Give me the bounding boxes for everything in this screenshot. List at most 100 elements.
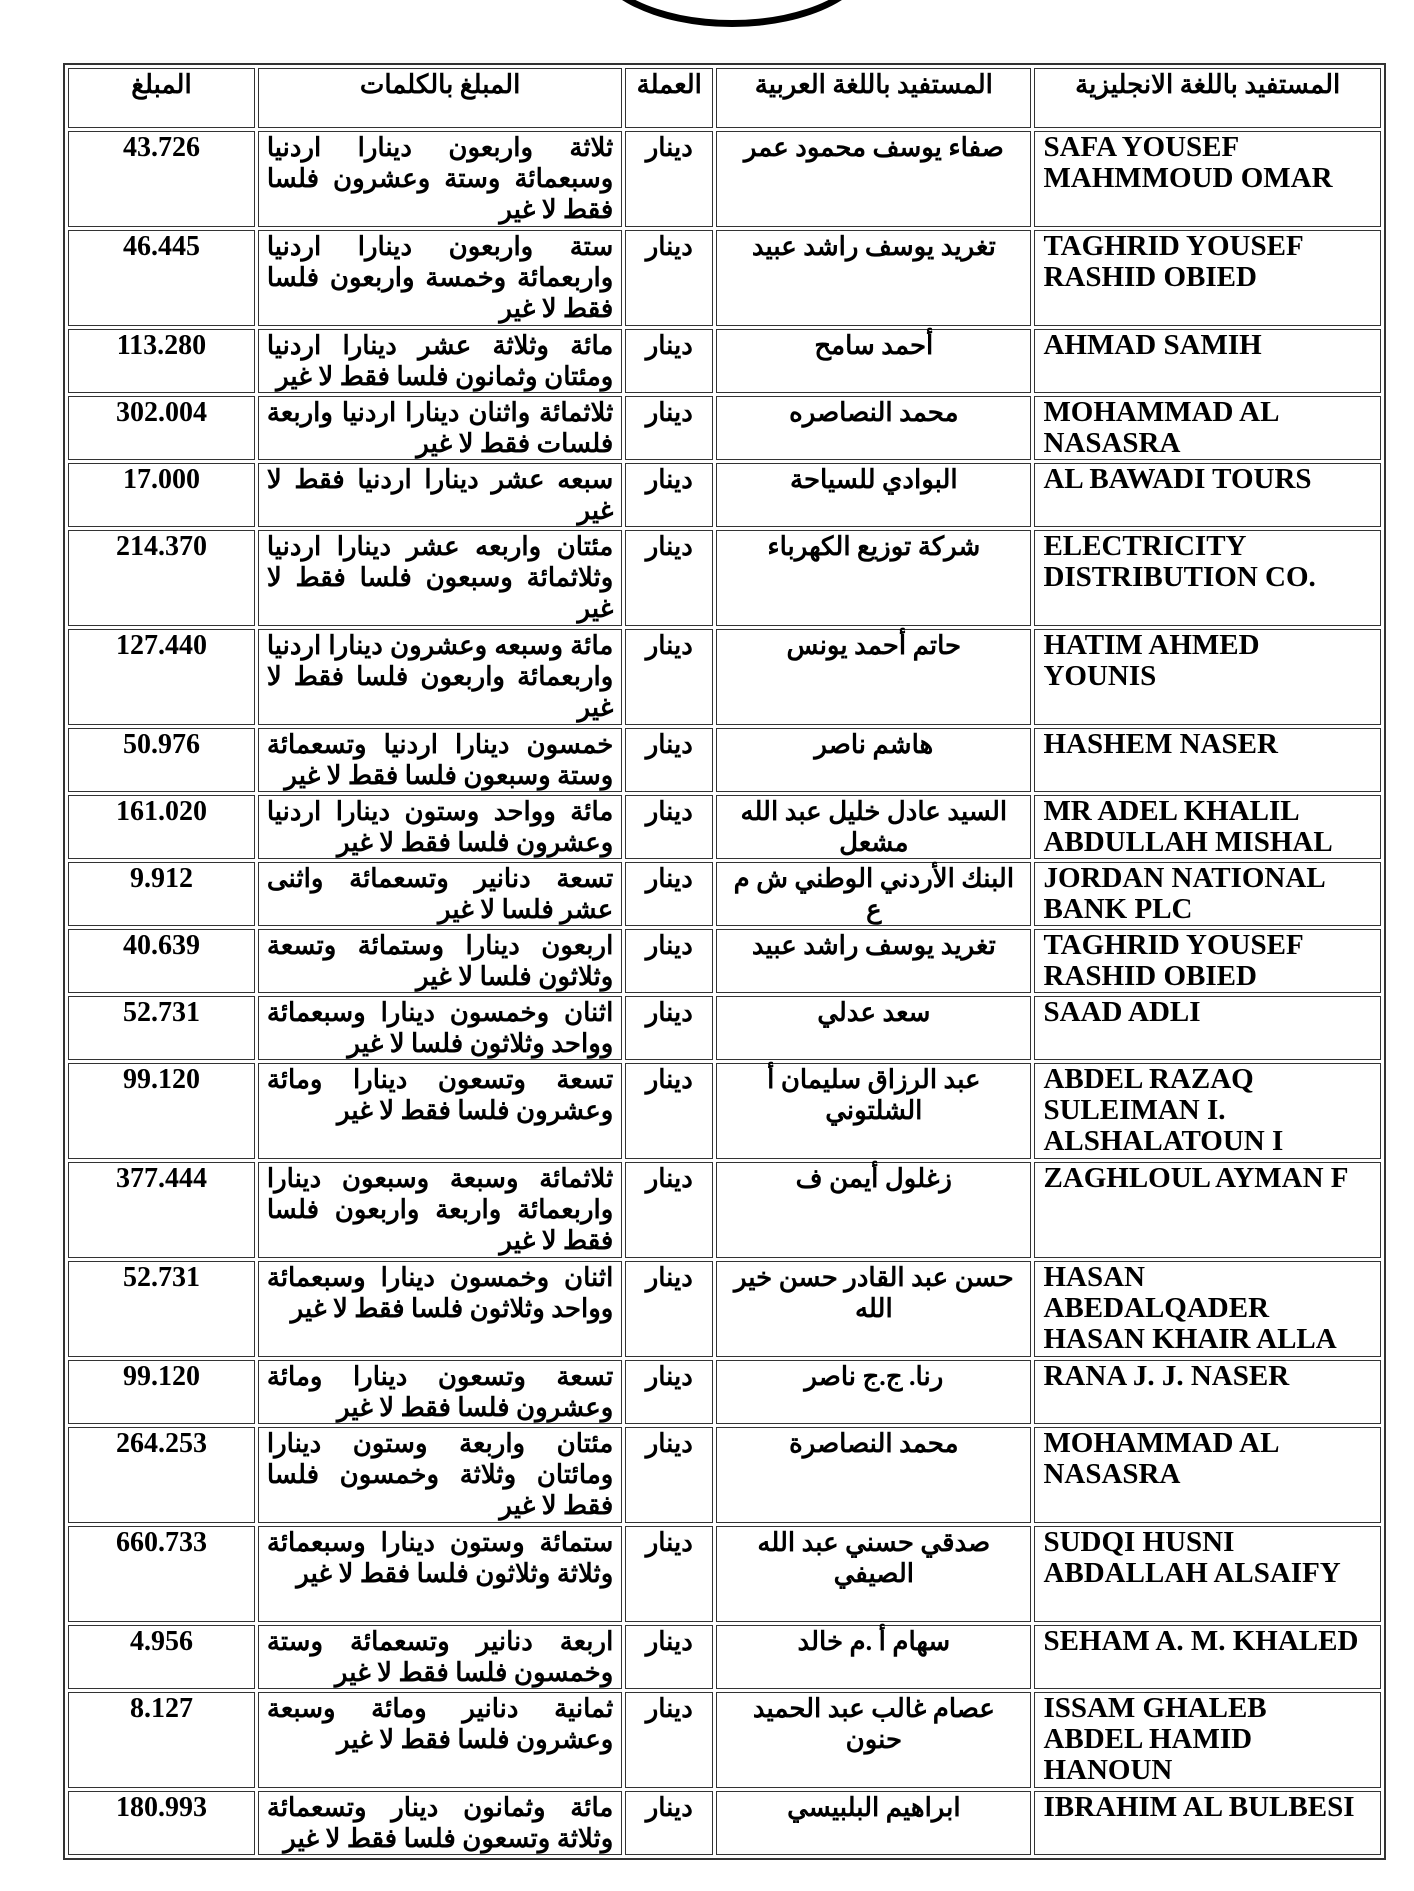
cell-beneficiary-arabic: سعد عدلي bbox=[716, 996, 1032, 1060]
cell-amount-words: خمسون دينارا اردنيا وتسعمائة وستة وسبعون… bbox=[257, 728, 623, 792]
table-body: 43.726 ثلاثة واربعون دينارا اردنيا وسبعما… bbox=[68, 131, 1381, 1855]
cell-beneficiary-english: RANA J. J. NASER bbox=[1034, 1360, 1381, 1424]
cell-amount-words: ستمائة وستون دينارا وسبعمائة وثلاثة وثلا… bbox=[257, 1526, 623, 1622]
table-row: 46.445 ستة واربعون دينارا اردنيا واربعمائ… bbox=[68, 230, 1381, 326]
header-currency: العملة bbox=[625, 68, 714, 128]
header-beneficiary-arabic: المستفيد باللغة العربية bbox=[716, 68, 1032, 128]
cell-currency: دينار bbox=[625, 929, 714, 993]
cell-beneficiary-english: HASAN ABEDALQADER HASAN KHAIR ALLA bbox=[1034, 1261, 1381, 1357]
cell-beneficiary-english: ZAGHLOUL AYMAN F bbox=[1034, 1162, 1381, 1258]
cell-beneficiary-english: ISSAM GHALEB ABDEL HAMID HANOUN bbox=[1034, 1692, 1381, 1788]
cell-currency: دينار bbox=[625, 1427, 714, 1523]
cell-currency: دينار bbox=[625, 396, 714, 460]
table-row: 43.726 ثلاثة واربعون دينارا اردنيا وسبعما… bbox=[68, 131, 1381, 227]
cell-amount: 4.956 bbox=[68, 1625, 255, 1689]
cell-amount-words: مائة وسبعه وعشرون دينارا اردنيا واربعمائ… bbox=[257, 629, 623, 725]
cell-currency: دينار bbox=[625, 1625, 714, 1689]
table-row: 52.731 اثنان وخمسون دينارا وسبعمائة وواحد… bbox=[68, 996, 1381, 1060]
cell-amount-words: تسعة وتسعون دينارا ومائة وعشرون فلسا فقط… bbox=[257, 1360, 623, 1424]
cell-currency: دينار bbox=[625, 1261, 714, 1357]
cell-currency: دينار bbox=[625, 1360, 714, 1424]
header-beneficiary-english: المستفيد باللغة الانجليزية bbox=[1034, 68, 1381, 128]
cell-amount: 17.000 bbox=[68, 463, 255, 527]
cell-amount: 99.120 bbox=[68, 1063, 255, 1159]
cell-amount-words: تسعة دنانير وتسعمائة واثنى عشر فلسا لا غ… bbox=[257, 862, 623, 926]
cell-currency: دينار bbox=[625, 530, 714, 626]
cell-currency: دينار bbox=[625, 629, 714, 725]
cell-beneficiary-arabic: البوادي للسياحة bbox=[716, 463, 1032, 527]
header-row: المبلغ المبلغ بالكلمات العملة المستفيد ب… bbox=[68, 68, 1381, 128]
cell-amount: 127.440 bbox=[68, 629, 255, 725]
cell-amount-words: مئتان واربعه عشر دينارا اردنيا وثلاثمائة… bbox=[257, 530, 623, 626]
cell-beneficiary-english: HASHEM NASER bbox=[1034, 728, 1381, 792]
table-row: 99.120 تسعة وتسعون دينارا ومائة وعشرون فل… bbox=[68, 1063, 1381, 1159]
cell-beneficiary-english: TAGHRID YOUSEF RASHID OBIED bbox=[1034, 929, 1381, 993]
cell-beneficiary-arabic: حسن عبد القادر حسن خير الله bbox=[716, 1261, 1032, 1357]
cell-amount: 113.280 bbox=[68, 329, 255, 393]
cell-amount-words: اربعون دينارا وستمائة وتسعة وثلاثون فلسا… bbox=[257, 929, 623, 993]
cell-currency: دينار bbox=[625, 1063, 714, 1159]
cell-amount-words: اربعة دنانير وتسعمائة وستة وخمسون فلسا ف… bbox=[257, 1625, 623, 1689]
cell-amount-words: مائة وثلاثة عشر دينارا اردنيا ومئتان وثم… bbox=[257, 329, 623, 393]
cell-beneficiary-arabic: سهام أ .م خالد bbox=[716, 1625, 1032, 1689]
cell-beneficiary-english: ABDEL RAZAQ SULEIMAN I. ALSHALATOUN I bbox=[1034, 1063, 1381, 1159]
cell-beneficiary-arabic: شركة توزيع الكهرباء bbox=[716, 530, 1032, 626]
table-row: 8.127 ثمانية دنانير ومائة وسبعة وعشرون فل… bbox=[68, 1692, 1381, 1788]
cell-amount: 8.127 bbox=[68, 1692, 255, 1788]
cell-amount: 660.733 bbox=[68, 1526, 255, 1622]
cell-amount-words: ستة واربعون دينارا اردنيا واربعمائة وخمس… bbox=[257, 230, 623, 326]
cell-beneficiary-english: SAAD ADLI bbox=[1034, 996, 1381, 1060]
cell-amount: 40.639 bbox=[68, 929, 255, 993]
cell-beneficiary-arabic: رنا. ج.ج ناصر bbox=[716, 1360, 1032, 1424]
cell-amount-words: ثمانية دنانير ومائة وسبعة وعشرون فلسا فق… bbox=[257, 1692, 623, 1788]
cell-beneficiary-arabic: السيد عادل خليل عبد الله مشعل bbox=[716, 795, 1032, 859]
table-row: 161.020 مائة وواحد وستون دينارا اردنيا وع… bbox=[68, 795, 1381, 859]
table-row: 9.912 تسعة دنانير وتسعمائة واثنى عشر فلسا… bbox=[68, 862, 1381, 926]
cell-currency: دينار bbox=[625, 996, 714, 1060]
cell-amount: 214.370 bbox=[68, 530, 255, 626]
table-row: 99.120 تسعة وتسعون دينارا ومائة وعشرون فل… bbox=[68, 1360, 1381, 1424]
table-row: 180.993 مائة وثمانون دينار وتسعمائة وثلاث… bbox=[68, 1791, 1381, 1855]
cell-currency: دينار bbox=[625, 230, 714, 326]
cell-beneficiary-arabic: عصام غالب عبد الحميد حنون bbox=[716, 1692, 1032, 1788]
cell-amount: 302.004 bbox=[68, 396, 255, 460]
cell-amount-words: سبعه عشر دينارا اردنيا فقط لا غير bbox=[257, 463, 623, 527]
cell-beneficiary-arabic: البنك الأردني الوطني ش م ع bbox=[716, 862, 1032, 926]
cell-beneficiary-arabic: عبد الرزاق سليمان أ الشلتوني bbox=[716, 1063, 1032, 1159]
cell-amount: 264.253 bbox=[68, 1427, 255, 1523]
logo-arc bbox=[590, 0, 874, 27]
cell-amount-words: اثنان وخمسون دينارا وسبعمائة وواحد وثلاث… bbox=[257, 996, 623, 1060]
cell-currency: دينار bbox=[625, 1162, 714, 1258]
cell-amount: 180.993 bbox=[68, 1791, 255, 1855]
cell-amount: 9.912 bbox=[68, 862, 255, 926]
cell-beneficiary-english: ELECTRICITY DISTRIBUTION CO. bbox=[1034, 530, 1381, 626]
cell-beneficiary-english: SAFA YOUSEF MAHMMOUD OMAR bbox=[1034, 131, 1381, 227]
cell-amount: 161.020 bbox=[68, 795, 255, 859]
cell-amount: 50.976 bbox=[68, 728, 255, 792]
cell-beneficiary-arabic: هاشم ناصر bbox=[716, 728, 1032, 792]
cell-beneficiary-english: MOHAMMAD AL NASASRA bbox=[1034, 1427, 1381, 1523]
cell-beneficiary-english: SUDQI HUSNI ABDALLAH ALSAIFY bbox=[1034, 1526, 1381, 1622]
cell-beneficiary-arabic: تغريد يوسف راشد عبيد bbox=[716, 230, 1032, 326]
header-amount-words: المبلغ بالكلمات bbox=[257, 68, 623, 128]
cell-beneficiary-english: TAGHRID YOUSEF RASHID OBIED bbox=[1034, 230, 1381, 326]
cell-amount: 46.445 bbox=[68, 230, 255, 326]
cell-amount-words: مائة وثمانون دينار وتسعمائة وثلاثة وتسعو… bbox=[257, 1791, 623, 1855]
cell-amount: 52.731 bbox=[68, 996, 255, 1060]
cell-currency: دينار bbox=[625, 329, 714, 393]
cell-amount: 377.444 bbox=[68, 1162, 255, 1258]
cell-beneficiary-arabic: تغريد يوسف راشد عبيد bbox=[716, 929, 1032, 993]
cell-amount-words: ثلاثمائة واثنان دينارا اردنيا واربعة فلس… bbox=[257, 396, 623, 460]
cell-beneficiary-english: MOHAMMAD AL NASASRA bbox=[1034, 396, 1381, 460]
header-amount: المبلغ bbox=[68, 68, 255, 128]
cell-beneficiary-arabic: حاتم أحمد يونس bbox=[716, 629, 1032, 725]
cell-amount: 43.726 bbox=[68, 131, 255, 227]
beneficiaries-table: المبلغ المبلغ بالكلمات العملة المستفيد ب… bbox=[63, 63, 1386, 1860]
cell-beneficiary-arabic: زغلول أيمن ف bbox=[716, 1162, 1032, 1258]
cell-amount-words: ثلاثمائة وسبعة وسبعون دينارا واربعمائة و… bbox=[257, 1162, 623, 1258]
cell-amount: 52.731 bbox=[68, 1261, 255, 1357]
cell-beneficiary-english: HATIM AHMED YOUNIS bbox=[1034, 629, 1381, 725]
table-row: 214.370 مئتان واربعه عشر دينارا اردنيا وث… bbox=[68, 530, 1381, 626]
cell-beneficiary-english: JORDAN NATIONAL BANK PLC bbox=[1034, 862, 1381, 926]
cell-currency: دينار bbox=[625, 728, 714, 792]
